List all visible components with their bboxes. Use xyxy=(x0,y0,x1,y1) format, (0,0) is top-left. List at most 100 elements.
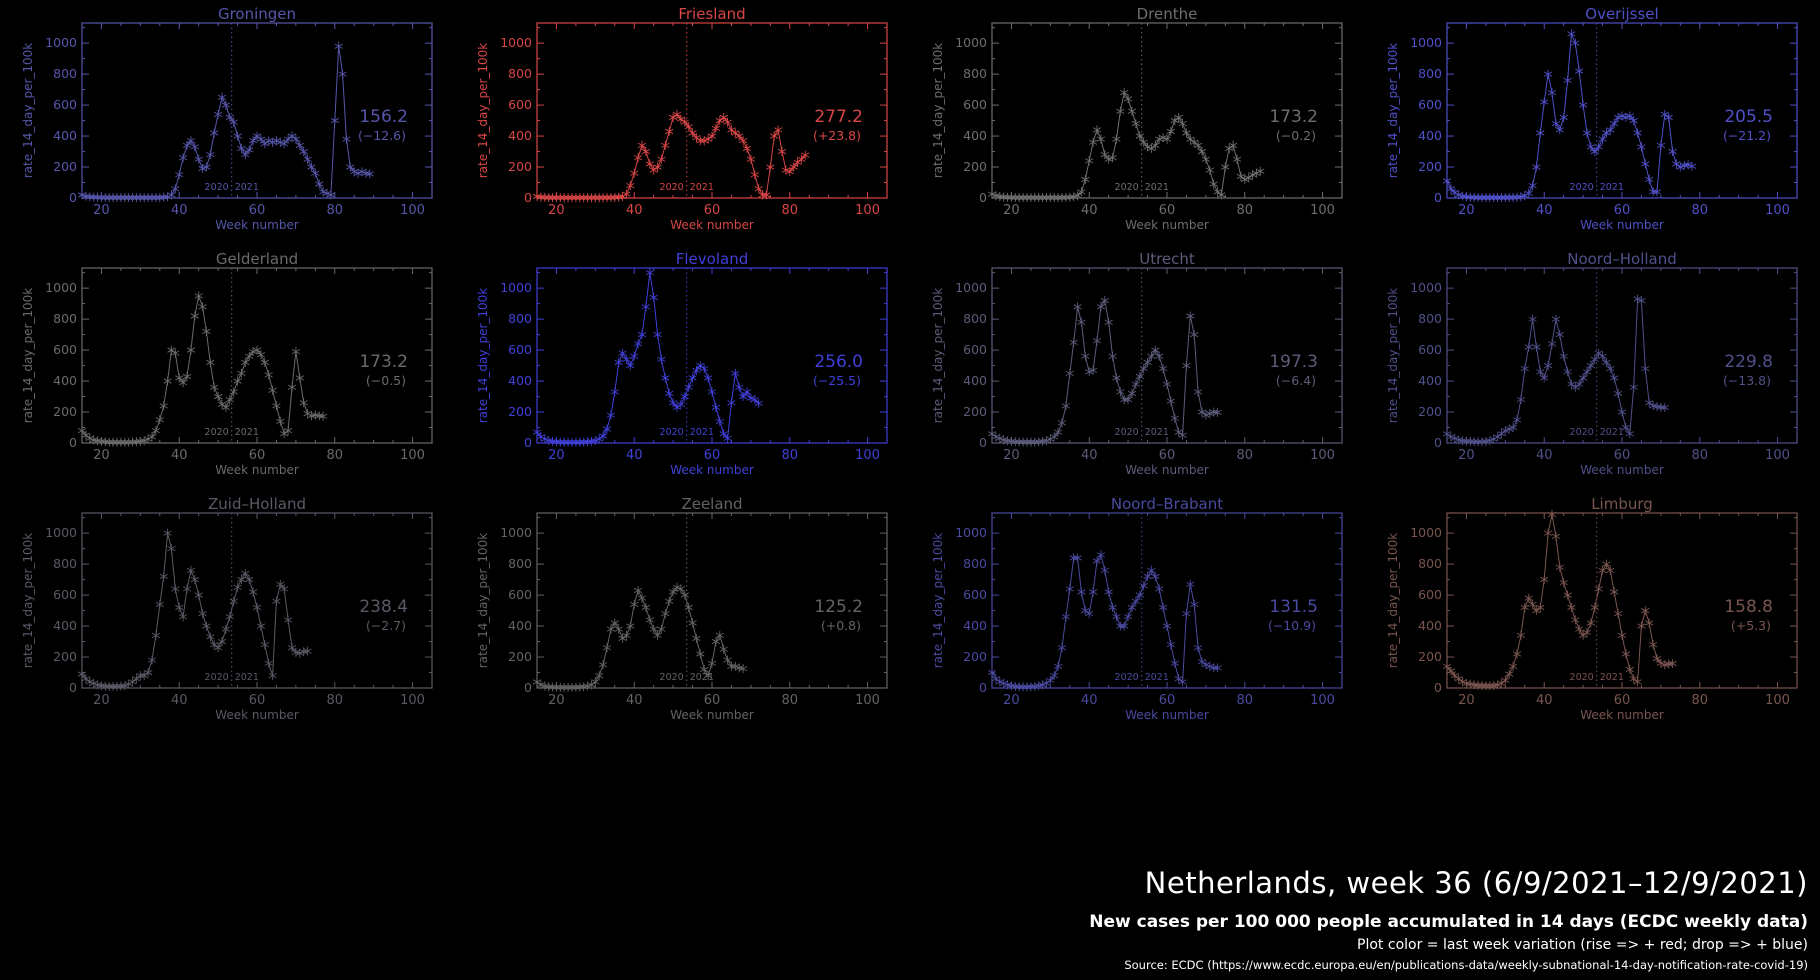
data-point xyxy=(89,192,98,202)
data-point xyxy=(120,681,129,691)
x-tick-label: 40 xyxy=(1081,693,1098,708)
data-point xyxy=(1547,510,1557,519)
y-tick-label: 0 xyxy=(524,435,532,450)
data-point xyxy=(198,302,207,312)
data-point xyxy=(1143,358,1152,367)
data-point xyxy=(1026,437,1036,447)
data-point xyxy=(1158,364,1168,374)
year-label-2021: 2021 xyxy=(690,182,714,193)
data-point xyxy=(532,677,542,687)
y-tick-label: 0 xyxy=(979,190,987,205)
data-point xyxy=(579,193,588,203)
y-tick-label: 400 xyxy=(963,618,987,633)
y-tick-label: 800 xyxy=(1418,66,1442,81)
data-point xyxy=(1606,125,1615,135)
x-tick-label: 80 xyxy=(1692,693,1709,708)
data-point xyxy=(1201,660,1211,670)
data-point xyxy=(1061,192,1071,202)
data-point xyxy=(1458,677,1467,687)
data-point xyxy=(1617,407,1627,417)
data-point xyxy=(700,136,709,146)
data-point xyxy=(1015,682,1024,692)
data-point xyxy=(178,612,188,622)
data-point xyxy=(676,584,686,594)
data-point xyxy=(1081,606,1090,616)
data-point xyxy=(1446,432,1456,442)
x-tick-label: 20 xyxy=(1458,203,1475,218)
data-point xyxy=(1641,364,1650,374)
data-point xyxy=(97,192,106,202)
data-point xyxy=(233,131,242,141)
data-point xyxy=(727,661,736,671)
data-point xyxy=(1598,565,1607,575)
data-point xyxy=(1543,69,1553,79)
latest-value: 173.2 xyxy=(1269,107,1318,127)
data-point xyxy=(680,392,689,401)
data-point xyxy=(151,630,161,640)
data-point xyxy=(657,354,666,364)
data-point xyxy=(287,382,297,392)
y-tick-label: 600 xyxy=(1418,97,1442,112)
year-label-2021: 2021 xyxy=(235,182,259,193)
data-point xyxy=(1057,418,1067,428)
data-point xyxy=(532,427,542,437)
y-tick-label: 0 xyxy=(1434,680,1442,695)
data-point xyxy=(1092,556,1102,566)
data-point xyxy=(1112,134,1121,144)
y-tick-label: 1000 xyxy=(500,35,532,50)
x-tick-label: 40 xyxy=(626,448,643,463)
data-point xyxy=(1182,609,1191,619)
data-point xyxy=(661,373,670,383)
data-point xyxy=(1543,361,1553,371)
y-tick-label: 200 xyxy=(53,159,77,174)
data-point xyxy=(1240,174,1249,184)
data-point xyxy=(77,669,87,679)
data-point xyxy=(1166,640,1176,650)
data-point xyxy=(1540,575,1549,585)
data-point xyxy=(742,143,752,153)
data-point xyxy=(1209,663,1218,673)
data-point xyxy=(303,646,312,656)
data-point xyxy=(1108,153,1117,163)
x-tick-label: 100 xyxy=(1765,693,1790,708)
chart-title: Overijssel xyxy=(1585,5,1658,23)
year-label-2020: 2020 xyxy=(1115,427,1139,438)
data-point xyxy=(1034,193,1043,202)
data-point xyxy=(1042,193,1051,202)
data-point xyxy=(1018,437,1028,447)
data-point xyxy=(1221,162,1230,172)
data-point xyxy=(1668,659,1677,668)
latest-value: 205.5 xyxy=(1724,107,1773,127)
x-tick-label: 20 xyxy=(548,693,565,708)
y-tick-label: 200 xyxy=(1418,404,1442,419)
x-tick-label: 20 xyxy=(1003,693,1020,708)
data-point xyxy=(93,192,102,202)
x-tick-label: 60 xyxy=(249,693,266,708)
x-axis-label: Week number xyxy=(670,463,754,477)
y-tick-label: 800 xyxy=(508,311,532,326)
x-tick-label: 80 xyxy=(782,448,799,463)
y-tick-label: 400 xyxy=(963,373,987,388)
data-point xyxy=(633,585,643,595)
data-point xyxy=(190,142,199,152)
data-point xyxy=(322,188,332,198)
data-point xyxy=(326,190,336,200)
x-tick-label: 100 xyxy=(1765,203,1790,218)
data-point xyxy=(175,373,184,383)
data-point xyxy=(1489,193,1498,202)
y-tick-label: 600 xyxy=(53,587,77,602)
latest-value: 238.4 xyxy=(359,597,408,617)
data-point xyxy=(1555,125,1564,135)
data-point xyxy=(1100,296,1109,305)
data-point xyxy=(560,437,569,447)
data-point xyxy=(1131,596,1141,606)
x-axis-label: Week number xyxy=(1125,218,1209,232)
x-tick-label: 100 xyxy=(1310,203,1335,218)
data-point xyxy=(1147,565,1156,575)
data-point xyxy=(1104,154,1113,164)
latest-value: 125.2 xyxy=(814,597,863,617)
year-label-2020: 2020 xyxy=(660,672,684,683)
data-point xyxy=(1205,409,1214,419)
